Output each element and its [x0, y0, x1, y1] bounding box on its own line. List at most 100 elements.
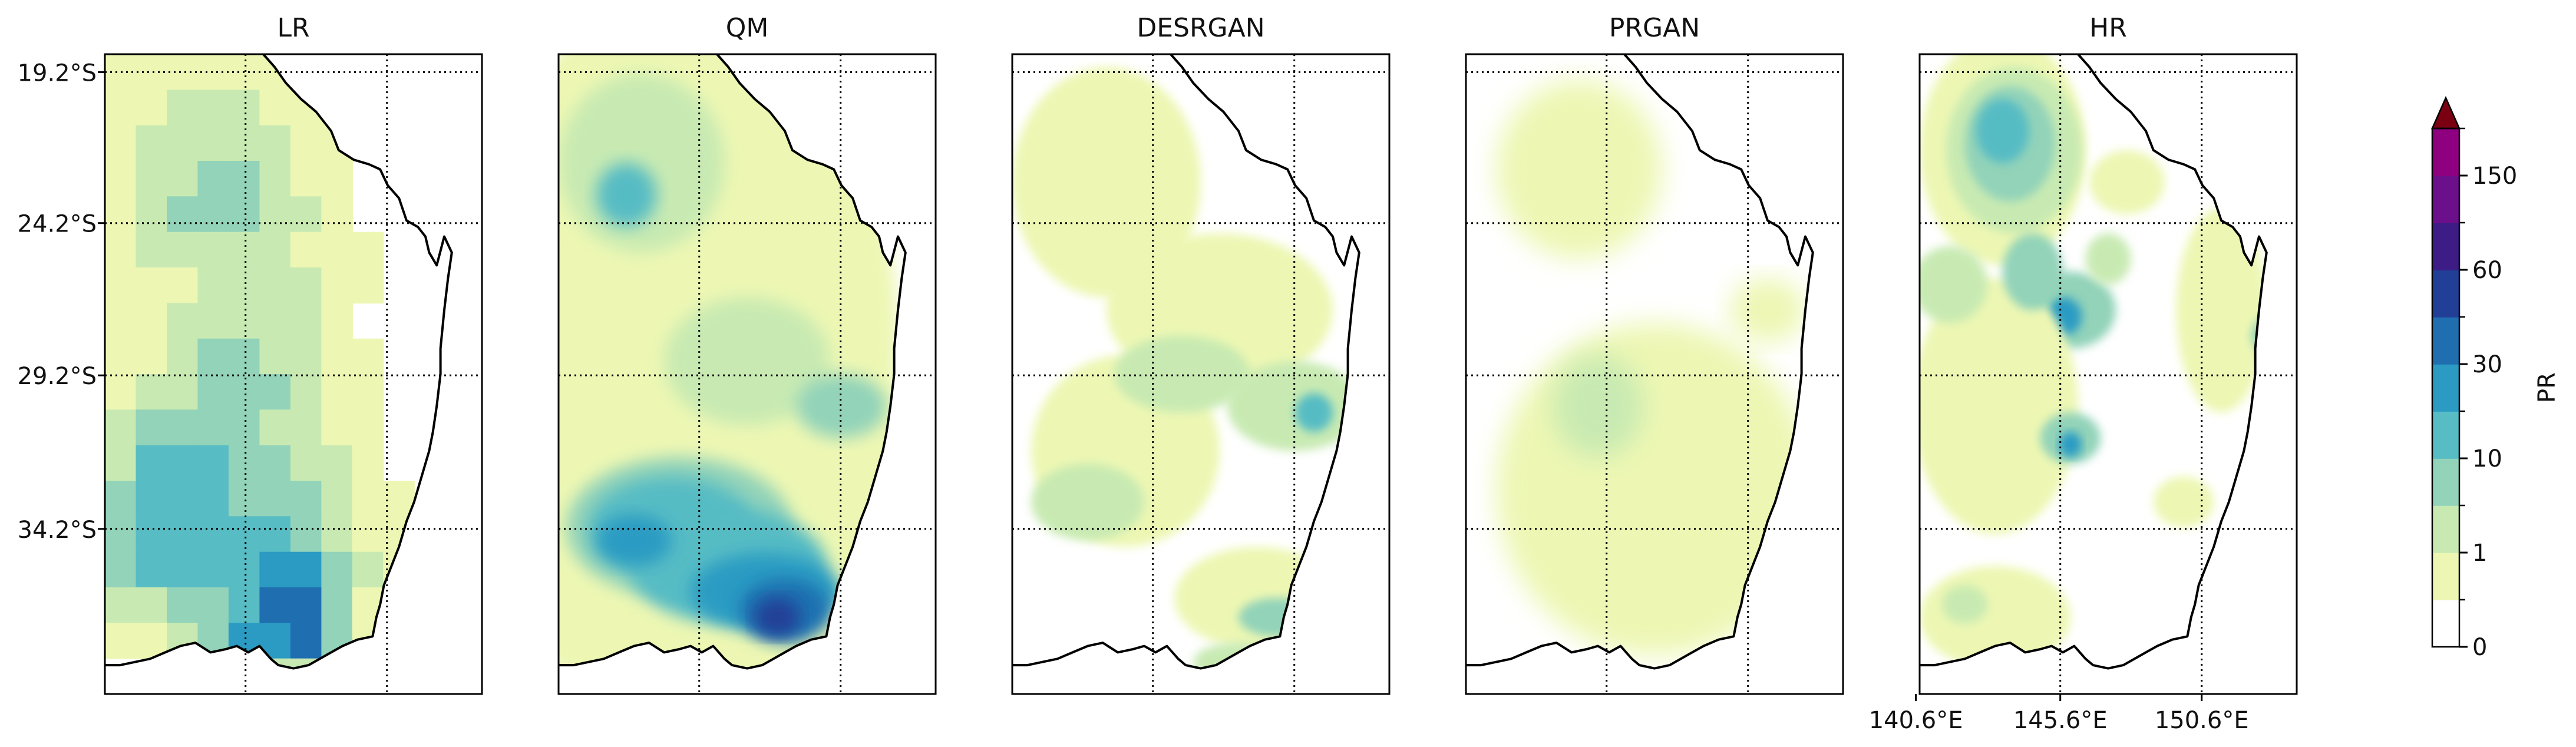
precip-cell	[228, 161, 260, 197]
colorbar-tick-label: 10	[2472, 445, 2502, 472]
precip-cell	[259, 338, 291, 375]
colorbar-segment	[2432, 600, 2459, 647]
precip-cell	[197, 587, 229, 624]
precip-cell	[321, 516, 353, 553]
precip-cell	[259, 516, 291, 553]
precip-cell	[228, 481, 260, 517]
precip-cell	[259, 551, 291, 588]
precip-cell	[352, 445, 384, 481]
panel-title: PRGAN	[1609, 13, 1700, 43]
precip-cell	[352, 409, 384, 446]
precip-cell	[167, 481, 199, 517]
precip-cell	[167, 303, 199, 339]
precip-region	[2089, 150, 2165, 214]
precip-cell	[197, 516, 229, 553]
precip-cell	[167, 232, 199, 268]
coastline	[1920, 53, 2268, 670]
precip-cell	[136, 481, 167, 517]
precip-cell	[321, 232, 353, 268]
precip-cell	[259, 267, 291, 304]
precip-cell	[197, 409, 229, 446]
colorbar-tick-label: 60	[2472, 257, 2502, 284]
precip-cell	[105, 481, 137, 517]
colorbar-segment	[2432, 223, 2459, 270]
precip-cell	[197, 338, 229, 375]
precip-region	[1295, 393, 1333, 432]
precip-region	[1920, 246, 1988, 323]
precip-cell	[105, 125, 137, 161]
colorbar-tick-label: 1	[2472, 540, 2487, 567]
precip-cell	[167, 374, 199, 411]
precip-region	[1114, 335, 1250, 413]
precip-cell	[167, 90, 199, 126]
precip-cell	[136, 196, 167, 233]
precip-cell	[290, 481, 322, 517]
precip-cell	[259, 196, 291, 233]
precip-cell	[228, 90, 260, 126]
precip-cell	[228, 267, 260, 304]
precip-cell	[228, 374, 260, 411]
precip-cell	[197, 374, 229, 411]
precip-cell	[290, 338, 322, 375]
precip-cell	[167, 409, 199, 446]
coastline	[105, 53, 453, 670]
colorbar-segment	[2432, 553, 2459, 600]
precip-cell	[136, 551, 167, 588]
precip-cell	[136, 232, 167, 268]
precip-cell	[136, 161, 167, 197]
precip-cell	[290, 587, 322, 624]
precip-cell	[290, 374, 322, 411]
colorbar-extend-arrow	[2431, 95, 2461, 130]
precip-cell	[352, 516, 384, 553]
precip-cell	[136, 90, 167, 126]
precip-cell	[136, 409, 167, 446]
precip-cell	[259, 303, 291, 339]
precip-cell	[321, 445, 353, 481]
precip-cell	[290, 161, 322, 197]
precip-cell	[197, 54, 229, 91]
precip-cell	[321, 374, 353, 411]
lat-tick-label: 24.2°S	[18, 211, 97, 238]
precip-cell	[197, 90, 229, 126]
precip-cell	[228, 587, 260, 624]
precip-cell	[228, 303, 260, 339]
precip-cell	[321, 551, 353, 588]
colorbar-tick-label: 0	[2472, 634, 2487, 661]
colorbar-segment	[2432, 128, 2459, 176]
lon-tick-label: 150.6°E	[2155, 707, 2249, 734]
precip-cell	[321, 587, 353, 624]
colorbar-segment	[2432, 364, 2459, 412]
precip-cell	[352, 481, 384, 517]
precip-cell	[321, 267, 353, 304]
precip-field	[1920, 54, 2267, 669]
precip-cell	[290, 125, 322, 161]
precip-cell	[105, 445, 137, 481]
precip-cell	[197, 232, 229, 268]
precip-cell	[228, 551, 260, 588]
map-frame	[557, 53, 937, 695]
precip-cell	[105, 374, 137, 411]
precip-cell	[105, 409, 137, 446]
precip-cell	[321, 481, 353, 517]
precip-region	[664, 297, 830, 425]
colorbar-segment	[2432, 505, 2459, 553]
precip-cell	[136, 267, 167, 304]
map-panel-prgan: PRGAN	[1465, 13, 1844, 695]
map-frame	[1011, 53, 1391, 695]
colorbar: 0 1 10 30 60 150 PR	[2431, 95, 2561, 661]
precip-cell	[167, 516, 199, 553]
panel-title: HR	[2089, 13, 2127, 43]
precip-region	[796, 374, 887, 438]
colorbar-segment	[2432, 458, 2459, 506]
precip-cell	[290, 196, 322, 233]
precip-cell	[352, 374, 384, 411]
precip-cell	[167, 196, 199, 233]
precip-region	[1227, 361, 1359, 451]
colorbar-segment	[2432, 176, 2459, 223]
precip-cell	[136, 445, 167, 481]
precip-cell	[259, 90, 291, 126]
coastline	[1466, 53, 1814, 670]
colorbar-tick-label: 30	[2472, 351, 2502, 378]
